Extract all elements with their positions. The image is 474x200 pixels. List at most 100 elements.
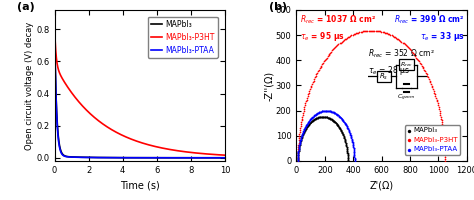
MAPbI₃-P3HT [294, 155, 302, 158]
MAPbI₃-PTAA [349, 141, 356, 144]
MAPbI₃ [301, 128, 309, 131]
MAPbI₃ [343, 146, 350, 149]
MAPbI₃ [344, 155, 352, 158]
MAPbI₃ [342, 143, 350, 146]
Text: $\tau_e$ = 33 μs: $\tau_e$ = 33 μs [420, 30, 465, 43]
MAPbI₃-P3HT [334, 44, 341, 47]
MAPbI₃ [344, 150, 351, 154]
MAPbI₃ [334, 124, 342, 127]
MAPbI₃-P3HT [441, 145, 448, 148]
MAPbI₃ [336, 126, 343, 129]
MAPbI₃ [301, 128, 309, 132]
MAPbI₃-P3HT [365, 29, 373, 32]
MAPbI₃-P3HT [295, 143, 302, 146]
MAPbI₃ [306, 122, 313, 125]
MAPbI₃-PTAA [222, 157, 228, 159]
MAPbI₃-P3HT [406, 48, 413, 51]
MAPbI₃ [310, 119, 317, 122]
MAPbI₃-P3HT [351, 32, 359, 36]
MAPbI₃-PTAA [350, 148, 357, 151]
MAPbI₃-P3HT [421, 70, 429, 73]
MAPbI₃-P3HT [431, 93, 438, 96]
MAPbI₃-P3HT [319, 63, 326, 66]
MAPbI₃-PTAA [342, 123, 350, 126]
MAPbI₃-PTAA [307, 117, 315, 120]
MAPbI₃ [301, 129, 308, 133]
MAPbI₃-PTAA [311, 113, 319, 116]
MAPbI₃-P3HT [332, 46, 339, 49]
MAPbI₃ [328, 118, 336, 122]
MAPbI₃-PTAA [294, 153, 302, 156]
MAPbI₃ [298, 136, 305, 139]
MAPbI₃ [343, 144, 350, 148]
MAPbI₃-P3HT [418, 64, 426, 67]
MAPbI₃ [300, 131, 308, 134]
MAPbI₃-PTAA [310, 114, 318, 117]
MAPbI₃-P3HT [314, 70, 322, 73]
MAPbI₃-PTAA [298, 133, 306, 136]
MAPbI₃-PTAA [346, 132, 354, 135]
MAPbI₃-P3HT [441, 141, 448, 144]
MAPbI₃ [295, 145, 303, 148]
MAPbI₃-PTAA [303, 123, 311, 126]
MAPbI₃-P3HT [323, 56, 330, 59]
MAPbI₃-PTAA [302, 124, 310, 128]
MAPbI₃-P3HT [424, 74, 431, 78]
MAPbI₃ [337, 128, 344, 131]
MAPbI₃-P3HT [380, 31, 387, 34]
MAPbI₃-PTAA [351, 155, 358, 158]
Line: MAPbI₃-P3HT: MAPbI₃-P3HT [55, 24, 225, 155]
MAPbI₃-P3HT [310, 79, 317, 82]
MAPbI₃ [296, 144, 303, 147]
MAPbI₃ [340, 136, 348, 139]
MAPbI₃ [314, 116, 321, 119]
MAPbI₃ [343, 148, 351, 151]
MAPbI₃ [313, 116, 320, 120]
MAPbI₃-PTAA [298, 134, 305, 138]
MAPbI₃-PTAA [342, 124, 350, 127]
MAPbI₃ [320, 115, 328, 118]
MAPbI₃ [343, 149, 351, 152]
MAPbI₃-PTAA [316, 111, 323, 114]
MAPbI₃ [296, 143, 303, 146]
MAPbI₃-P3HT [328, 50, 335, 53]
MAPbI₃-PTAA [299, 132, 306, 136]
MAPbI₃-P3HT [311, 76, 319, 79]
MAPbI₃-P3HT [298, 119, 305, 122]
MAPbI₃-PTAA [300, 129, 308, 132]
MAPbI₃-PTAA [308, 116, 316, 119]
MAPbI₃ [295, 148, 302, 152]
MAPbI₃ [319, 115, 326, 118]
MAPbI₃ [222, 157, 228, 159]
MAPbI₃ [305, 123, 312, 126]
MAPbI₃-PTAA [299, 132, 306, 135]
MAPbI₃-P3HT [338, 40, 346, 43]
MAPbI₃-PTAA [297, 137, 305, 140]
MAPbI₃-P3HT [343, 36, 351, 40]
MAPbI₃ [331, 121, 339, 124]
MAPbI₃-PTAA [299, 130, 307, 134]
MAPbI₃ [323, 116, 331, 119]
MAPbI₃-P3HT [439, 127, 447, 130]
MAPbI₃ [297, 139, 304, 142]
MAPbI₃-PTAA [349, 145, 357, 148]
MAPbI₃-P3HT [441, 155, 449, 158]
MAPbI₃-PTAA [313, 112, 320, 115]
MAPbI₃-P3HT [435, 107, 443, 111]
MAPbI₃-PTAA [305, 120, 312, 123]
MAPbI₃-PTAA [331, 112, 339, 115]
MAPbI₃-PTAA [350, 145, 357, 149]
MAPbI₃-P3HT [368, 29, 376, 32]
MAPbI₃ [322, 115, 329, 119]
MAPbI₃-P3HT [321, 58, 328, 62]
MAPbI₃ [343, 145, 350, 148]
MAPbI₃-PTAA [303, 122, 311, 125]
MAPbI₃-PTAA [308, 116, 315, 120]
MAPbI₃-PTAA [294, 152, 302, 155]
MAPbI₃-PTAA [341, 122, 349, 125]
MAPbI₃-P3HT [435, 105, 442, 109]
MAPbI₃-PTAA [335, 114, 342, 117]
MAPbI₃ [296, 142, 304, 145]
MAPbI₃-P3HT [320, 60, 328, 63]
MAPbI₃ [312, 117, 319, 120]
